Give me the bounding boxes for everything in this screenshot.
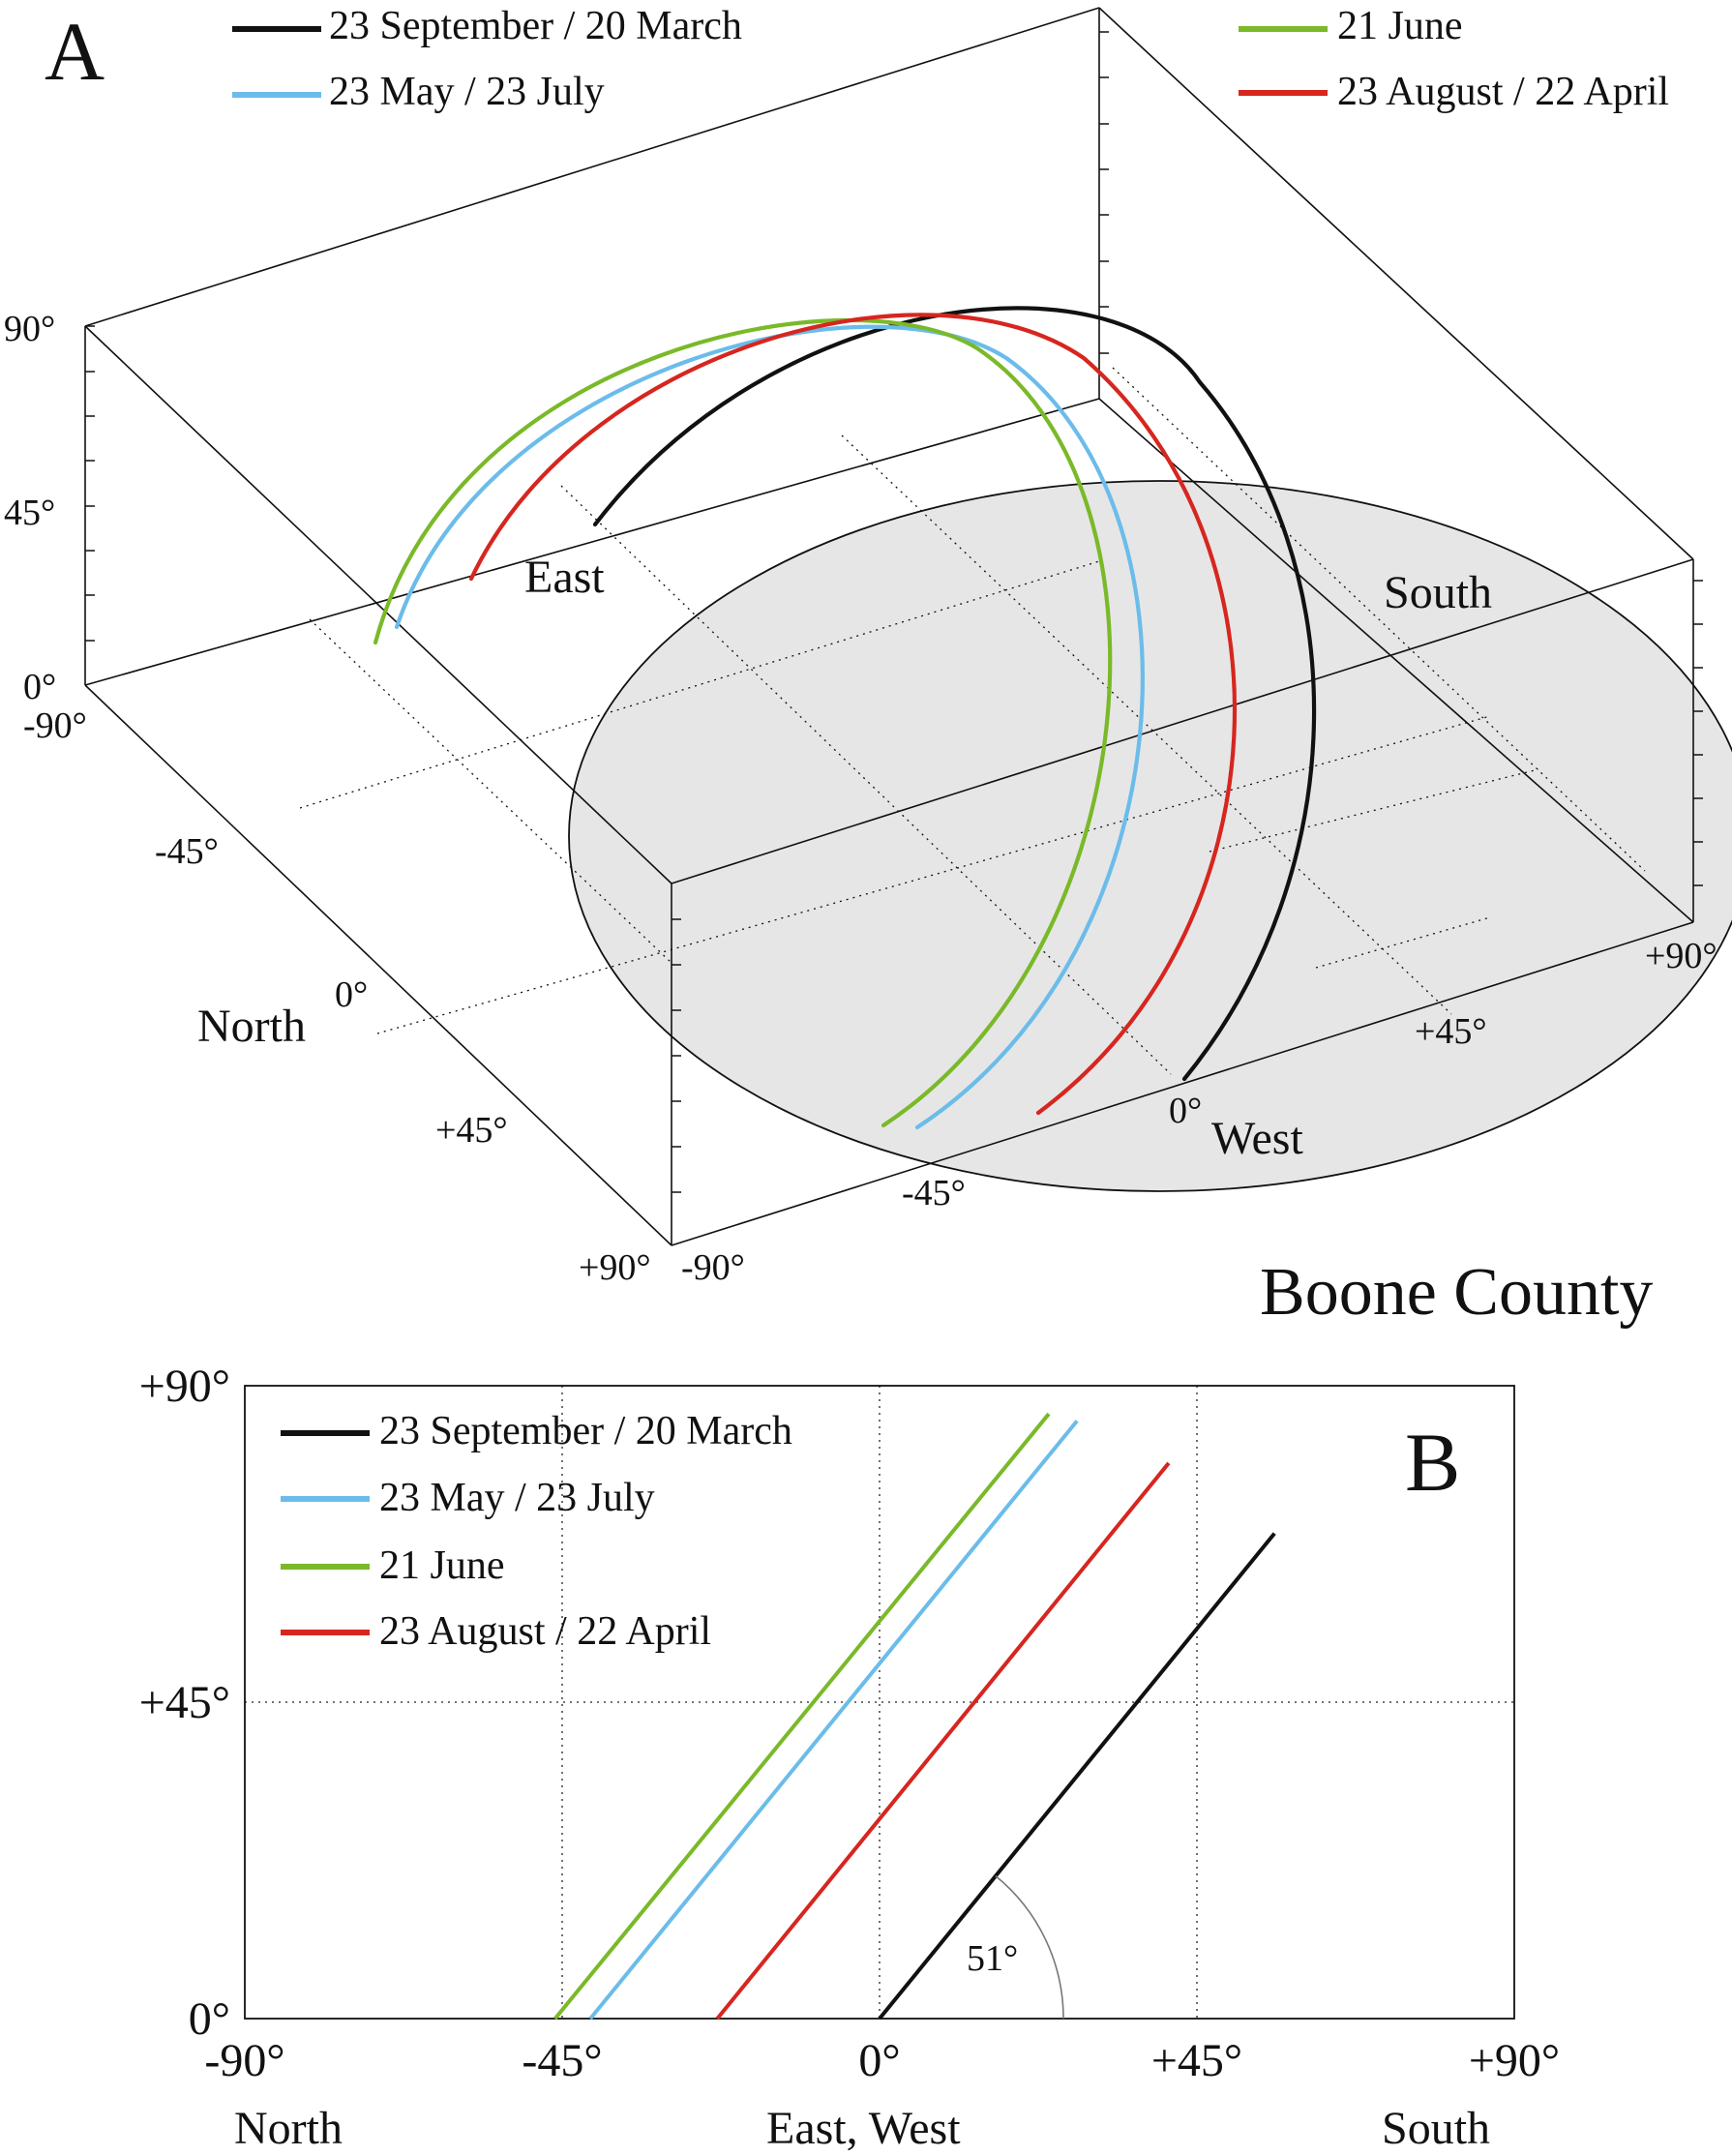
x-tick-label: +45°	[1151, 2035, 1242, 2086]
tick-label: 90°	[4, 309, 55, 349]
axis-labels-b: -90° -45° 0° +45° +90° 0° +45° +90°	[139, 1361, 1560, 2086]
angle-arc	[995, 1875, 1064, 2020]
tick-label: -90°	[681, 1247, 745, 1288]
tick-label: -45°	[155, 831, 219, 872]
box-edge	[1098, 7, 1694, 560]
legend-label: 23 August / 22 April	[1337, 70, 1669, 114]
legend-label: 23 August / 22 April	[379, 1609, 711, 1654]
direction-south: South	[1384, 567, 1492, 618]
legend-label: 21 June	[379, 1543, 505, 1588]
legend-label: 23 September / 20 March	[379, 1409, 792, 1453]
x-tick-label: -45°	[522, 2035, 602, 2086]
y-tick-label: 0°	[189, 1993, 230, 2045]
grid-b	[245, 1386, 1514, 2019]
x-direction-north: North	[234, 2103, 343, 2154]
legend-b: 23 September / 20 March 23 May / 23 July…	[281, 1409, 792, 1654]
direction-north: North	[197, 1001, 306, 1052]
x-direction-east-west: East, West	[766, 2103, 961, 2154]
tick-label: 0°	[23, 667, 56, 707]
tick-marks	[85, 31, 1703, 1193]
tick-label: 0°	[1169, 1091, 1202, 1131]
x-tick-label: +90°	[1469, 2035, 1560, 2086]
legend-a: 23 September / 20 March 23 May / 23 July…	[232, 4, 1669, 114]
series-line	[588, 1420, 1079, 2021]
sun-path-june	[373, 317, 1113, 1128]
series-line	[715, 1461, 1171, 2021]
tick-label: +45°	[1415, 1011, 1487, 1052]
series-line	[553, 1412, 1051, 2021]
angle-marker: 51°	[967, 1875, 1064, 2020]
tick-label: -45°	[902, 1173, 966, 1213]
box-edge	[671, 558, 1694, 884]
series-b	[553, 1412, 1276, 2021]
y-tick-label: +45°	[139, 1677, 230, 1728]
tick-label: +90°	[1645, 936, 1717, 976]
y-tick-label: +90°	[139, 1361, 230, 1412]
angle-label: 51°	[967, 1938, 1018, 1979]
sun-paths-3d	[373, 306, 1317, 1130]
direction-east: East	[524, 552, 605, 603]
box-edge	[84, 325, 672, 884]
legend-label: 23 May / 23 July	[329, 70, 605, 114]
box-edge	[84, 684, 672, 1246]
x-direction-south: South	[1382, 2103, 1490, 2154]
direction-west: West	[1211, 1113, 1303, 1164]
tick-label: 45°	[4, 493, 55, 533]
legend-label: 23 September / 20 March	[329, 4, 742, 48]
sun-path-aug-april	[468, 313, 1238, 1116]
plot-frame-b	[244, 1385, 1515, 2020]
panel-label-a: A	[45, 5, 105, 98]
box-edge	[84, 7, 1100, 327]
x-tick-label: 0°	[858, 2035, 900, 2086]
tick-label: 0°	[335, 974, 368, 1015]
box-edge	[84, 398, 1100, 686]
site-name: Boone County	[1260, 1255, 1653, 1330]
tick-label: +45°	[435, 1110, 508, 1151]
tick-label: +90°	[579, 1247, 651, 1288]
x-tick-label: -90°	[204, 2035, 284, 2086]
tick-label: -90°	[23, 705, 87, 746]
chart-a: 23 September / 20 March 23 May / 23 July…	[4, 4, 1732, 1330]
celestial-box	[84, 7, 1732, 1246]
horizon-disc	[568, 480, 1732, 1192]
panel-label-b: B	[1405, 1416, 1460, 1509]
sun-path-equinox	[592, 306, 1317, 1082]
horizon-grid	[299, 367, 1646, 1075]
legend-label: 23 May / 23 July	[379, 1476, 655, 1520]
sun-path-may-july	[394, 324, 1145, 1130]
legend-label: 21 June	[1337, 4, 1463, 48]
box-edge	[1098, 398, 1694, 923]
series-line	[878, 1532, 1276, 2021]
box-edge	[671, 921, 1694, 1246]
